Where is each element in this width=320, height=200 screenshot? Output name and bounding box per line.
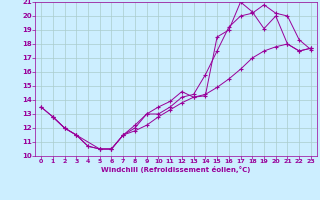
- X-axis label: Windchill (Refroidissement éolien,°C): Windchill (Refroidissement éolien,°C): [101, 166, 251, 173]
